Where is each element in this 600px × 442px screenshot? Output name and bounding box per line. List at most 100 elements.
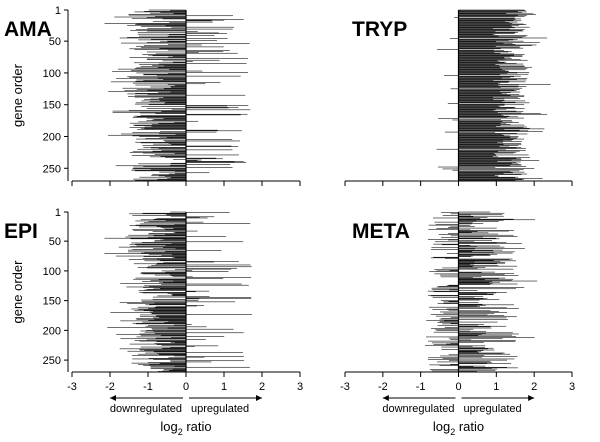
bar <box>458 347 485 348</box>
bar <box>444 327 459 328</box>
bar <box>458 100 526 102</box>
bar <box>186 268 232 270</box>
bar <box>458 72 518 74</box>
bar <box>139 333 186 335</box>
bar <box>458 82 501 84</box>
bar <box>458 352 479 353</box>
bar <box>458 223 484 224</box>
bar <box>458 116 519 118</box>
bar <box>186 276 193 278</box>
bar <box>165 250 186 252</box>
bar <box>458 331 487 332</box>
bar <box>162 60 186 62</box>
bar <box>458 334 482 335</box>
bar <box>458 133 528 135</box>
bar <box>458 134 505 136</box>
bar <box>159 281 186 283</box>
bar <box>458 308 519 309</box>
bar <box>458 106 516 108</box>
bar <box>129 225 186 227</box>
bar <box>442 215 459 216</box>
bar <box>458 367 518 369</box>
bar <box>175 173 186 174</box>
bar <box>136 245 186 247</box>
bar <box>458 321 498 323</box>
bar <box>458 328 474 330</box>
bar <box>458 238 500 240</box>
bar <box>127 24 186 26</box>
bar <box>120 320 186 322</box>
bar <box>186 296 210 297</box>
bar <box>154 307 186 309</box>
bar <box>142 273 186 275</box>
x-tick-label: -1 <box>143 381 153 393</box>
bar <box>437 325 459 326</box>
bar <box>186 46 224 48</box>
bar <box>458 96 493 98</box>
bar <box>458 245 500 247</box>
bar <box>163 97 186 99</box>
bar <box>458 253 498 255</box>
bar <box>136 116 186 118</box>
panel-tryp: TRYP <box>344 9 573 186</box>
bar <box>186 230 198 232</box>
bar <box>150 280 186 281</box>
bar <box>458 296 475 298</box>
bar <box>159 41 186 43</box>
bar <box>458 146 500 147</box>
bar <box>458 166 527 167</box>
bar <box>458 304 515 306</box>
bar <box>458 52 495 53</box>
bar <box>446 285 459 287</box>
bar <box>458 108 507 110</box>
up-arrowhead <box>528 395 535 401</box>
bar <box>458 21 506 22</box>
x-tick-label: 2 <box>259 381 265 393</box>
bar <box>458 63 524 65</box>
bar <box>141 299 186 301</box>
bar <box>438 118 459 120</box>
bar <box>458 352 505 354</box>
bar <box>153 331 186 332</box>
bar <box>174 85 186 86</box>
bar <box>458 111 524 113</box>
bar <box>186 164 231 165</box>
bar <box>169 274 186 275</box>
bar <box>458 25 512 27</box>
bar <box>141 47 186 48</box>
bar <box>186 212 230 213</box>
y-axis-label: gene order <box>10 63 25 127</box>
bar <box>186 300 199 301</box>
bar <box>139 64 186 65</box>
bar <box>458 85 499 86</box>
bar <box>458 93 508 95</box>
bar <box>170 211 186 213</box>
bar <box>144 350 186 351</box>
bar <box>163 369 186 370</box>
bar <box>147 237 186 238</box>
bar <box>458 283 493 284</box>
bar <box>441 237 459 238</box>
bar <box>458 231 478 232</box>
bar <box>130 238 186 240</box>
bar <box>142 145 186 146</box>
bar <box>458 345 486 347</box>
bar <box>186 298 200 300</box>
bar <box>458 326 491 328</box>
bar <box>186 33 227 34</box>
bar <box>153 248 186 249</box>
bar <box>436 270 459 272</box>
bar <box>146 117 186 119</box>
bar <box>458 85 527 87</box>
bar <box>140 330 186 332</box>
bar <box>186 270 193 271</box>
bar <box>186 266 252 268</box>
bar <box>132 228 186 230</box>
x-tick-label: -3 <box>340 381 350 393</box>
bar <box>168 34 186 36</box>
bar <box>163 118 186 120</box>
bar <box>160 155 186 157</box>
bar <box>186 146 239 147</box>
bar <box>158 98 186 99</box>
bar <box>458 311 499 312</box>
